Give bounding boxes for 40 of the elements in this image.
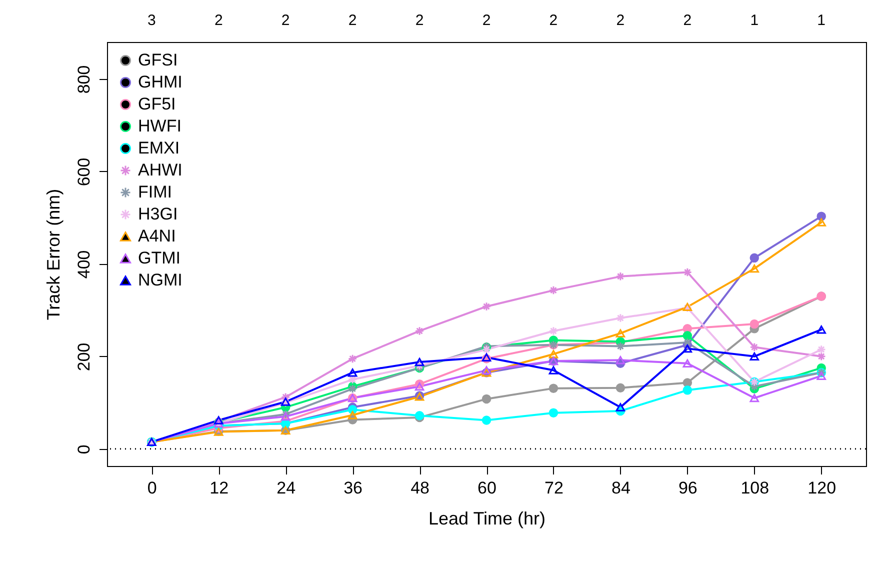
x-axis-title: Lead Time (hr) bbox=[428, 508, 546, 528]
y-tick-label: 400 bbox=[74, 250, 94, 279]
legend-label: HWFI bbox=[138, 116, 182, 136]
legend-label: A4NI bbox=[138, 226, 176, 246]
legend-label: NGMI bbox=[138, 270, 182, 290]
x-tick-label: 72 bbox=[544, 478, 564, 498]
text: 2 bbox=[482, 12, 491, 29]
x-tick-label: 24 bbox=[276, 478, 296, 498]
text: 1 bbox=[817, 12, 826, 29]
x-tick-label: 12 bbox=[210, 478, 229, 498]
x-tick-label: 60 bbox=[478, 478, 496, 498]
y-axis-title: Track Error (nm) bbox=[44, 188, 64, 320]
legend-label: GF5I bbox=[138, 94, 176, 114]
text: 1 bbox=[750, 12, 759, 29]
legend-label: H3GI bbox=[138, 204, 178, 224]
x-tick-label: 48 bbox=[410, 478, 430, 498]
x-tick-label: 84 bbox=[611, 478, 630, 498]
text: 2 bbox=[214, 12, 223, 29]
y-tick-label: 600 bbox=[74, 158, 94, 186]
legend-label: GTMI bbox=[138, 248, 180, 268]
y-tick-label: 200 bbox=[74, 342, 94, 372]
text: 2 bbox=[348, 12, 357, 29]
x-tick-label: 108 bbox=[740, 478, 770, 498]
text: 2 bbox=[616, 12, 625, 29]
x-tick-label: 0 bbox=[147, 478, 157, 498]
text: 2 bbox=[415, 12, 424, 29]
text: 3 bbox=[147, 12, 156, 29]
legend-label: GFSI bbox=[138, 50, 178, 70]
legend-label: AHWI bbox=[138, 160, 182, 180]
text: 2 bbox=[549, 12, 558, 29]
legend-label: GHMI bbox=[138, 72, 182, 92]
text: 2 bbox=[281, 12, 290, 29]
y-tick-label: 800 bbox=[74, 65, 94, 94]
x-tick-label: 120 bbox=[808, 478, 836, 498]
legend-label: EMXI bbox=[138, 138, 180, 158]
x-tick-label: 36 bbox=[344, 478, 363, 498]
text: 2 bbox=[683, 12, 692, 29]
x-tick-label: 96 bbox=[678, 478, 698, 498]
y-tick-label: 0 bbox=[74, 444, 94, 454]
legend-label: FIMI bbox=[138, 182, 172, 202]
